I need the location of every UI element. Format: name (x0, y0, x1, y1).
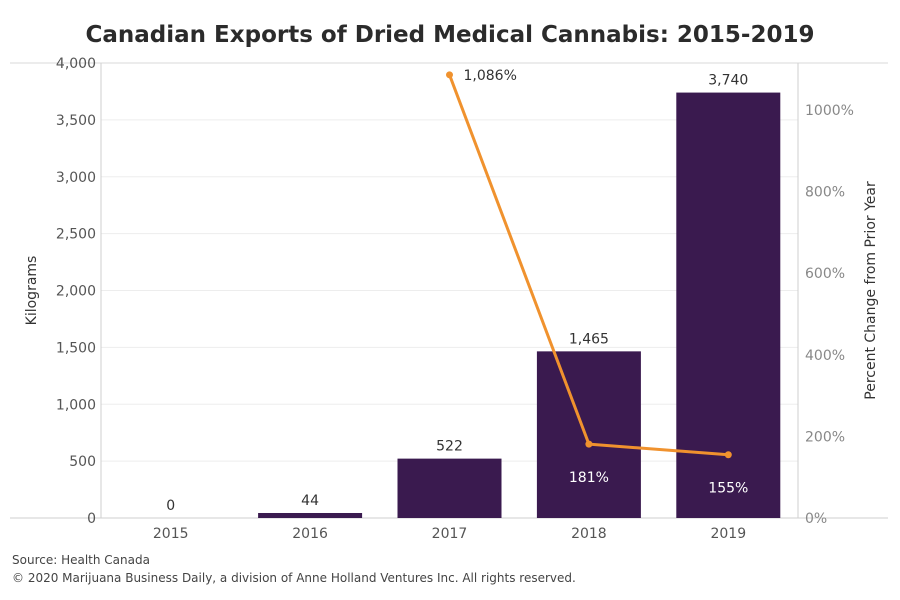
x-tick-label: 2016 (292, 526, 328, 542)
line-point (724, 451, 732, 459)
gridlines (101, 119, 798, 462)
line-point (446, 71, 453, 79)
x-tick-label: 2017 (432, 526, 468, 542)
bar-value-label: 522 (436, 439, 463, 455)
line-point (585, 440, 593, 448)
source-note: Source: Health Canada (12, 553, 150, 567)
copyright-note: © 2020 Marijuana Business Daily, a divis… (12, 571, 576, 585)
line-value-label: 181% (569, 470, 609, 486)
x-tick-label: 2019 (710, 526, 746, 542)
x-tick-label: 2018 (571, 526, 607, 542)
y2-tick-label: 0% (805, 511, 827, 527)
y-tick-label: 2,500 (56, 227, 96, 243)
bar (536, 351, 641, 518)
y2-tick-label: 600% (805, 266, 845, 282)
y-axis-title: Kilograms (24, 256, 40, 326)
data-labels: 0 44 522 1,465 3,740 1,086% 181% 155% (166, 68, 748, 514)
y-tick-label: 0 (87, 511, 96, 527)
line-series (446, 71, 732, 459)
y-tick-label: 1,500 (56, 340, 96, 356)
y2-tick-label: 400% (805, 348, 845, 364)
bar-value-label: 1,465 (569, 331, 609, 347)
bar (676, 92, 781, 518)
axes: 0 500 1,000 1,500 2,000 2,500 3,000 3,500 4,000 0… (10, 56, 888, 542)
bar (258, 512, 363, 518)
y-tick-label: 2,000 (56, 284, 96, 300)
bar-value-label: 3,740 (708, 73, 748, 89)
y2-tick-label: 200% (805, 429, 845, 445)
y-tick-label: 3,000 (56, 170, 96, 186)
line-value-label: 1,086% (464, 68, 517, 84)
y2-tick-label: 800% (805, 185, 845, 201)
y-tick-label: 1,000 (56, 397, 96, 413)
bar-series (258, 92, 781, 518)
y-tick-label: 3,500 (56, 113, 96, 129)
bar (397, 458, 502, 518)
x-tick-label: 2015 (153, 526, 189, 542)
y-tick-label: 500 (69, 454, 96, 470)
bar-value-label: 44 (301, 493, 319, 509)
chart-title: Canadian Exports of Dried Medical Cannab… (85, 22, 815, 48)
y-tick-label: 4,000 (56, 56, 96, 72)
line-value-label: 155% (708, 481, 748, 497)
bar-value-label: 0 (166, 498, 175, 514)
y2-tick-label: 1000% (805, 103, 854, 119)
y2-axis-title: Percent Change from Prior Year (863, 181, 879, 400)
